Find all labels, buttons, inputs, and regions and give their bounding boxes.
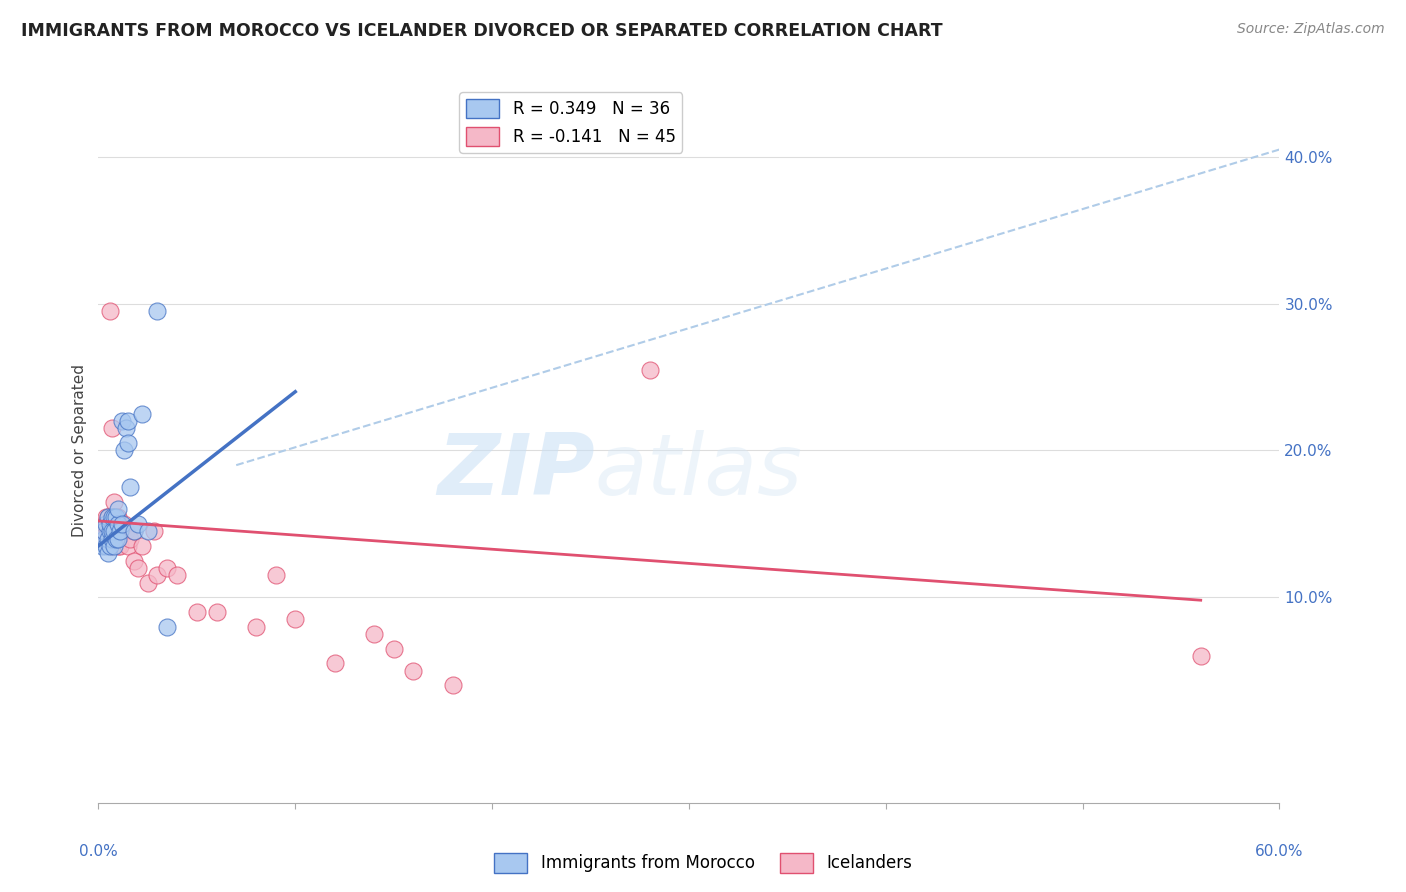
Text: 0.0%: 0.0% — [79, 844, 118, 859]
Point — [127, 561, 149, 575]
Point — [93, 516, 115, 531]
Point — [142, 524, 165, 539]
Point — [1189, 648, 1212, 663]
Point — [122, 524, 145, 539]
Point — [103, 524, 125, 539]
Point — [108, 539, 131, 553]
Point — [97, 524, 120, 539]
Text: 60.0%: 60.0% — [1256, 844, 1303, 859]
Point — [98, 516, 121, 531]
Point — [103, 495, 125, 509]
Point — [107, 502, 129, 516]
Point — [136, 524, 159, 539]
Point — [117, 539, 139, 553]
Point — [96, 516, 118, 531]
Point — [101, 509, 124, 524]
Point — [101, 539, 124, 553]
Point — [107, 509, 129, 524]
Point — [112, 443, 135, 458]
Point — [91, 532, 114, 546]
Point — [131, 539, 153, 553]
Point — [93, 524, 115, 539]
Point — [118, 480, 141, 494]
Point — [112, 516, 135, 531]
Point — [186, 605, 208, 619]
Point — [105, 524, 128, 539]
Point — [136, 575, 159, 590]
Point — [97, 509, 120, 524]
Point — [111, 516, 134, 531]
Point — [105, 532, 128, 546]
Point — [101, 421, 124, 435]
Point — [103, 509, 125, 524]
Text: atlas: atlas — [595, 430, 803, 513]
Point — [97, 509, 120, 524]
Point — [115, 421, 138, 435]
Point — [205, 605, 228, 619]
Point — [117, 436, 139, 450]
Point — [156, 619, 179, 633]
Point — [638, 362, 661, 376]
Point — [98, 532, 121, 546]
Point — [107, 524, 129, 539]
Point — [122, 524, 145, 539]
Point — [127, 516, 149, 531]
Point — [245, 619, 267, 633]
Point — [131, 407, 153, 421]
Point — [146, 568, 169, 582]
Point — [402, 664, 425, 678]
Point — [103, 539, 125, 553]
Legend: R = 0.349   N = 36, R = -0.141   N = 45: R = 0.349 N = 36, R = -0.141 N = 45 — [460, 93, 682, 153]
Point — [107, 516, 129, 531]
Point — [107, 532, 129, 546]
Point — [115, 524, 138, 539]
Point — [284, 612, 307, 626]
Point — [93, 532, 115, 546]
Point — [323, 657, 346, 671]
Point — [93, 524, 115, 539]
Point — [118, 532, 141, 546]
Legend: Immigrants from Morocco, Icelanders: Immigrants from Morocco, Icelanders — [488, 847, 918, 880]
Point — [156, 561, 179, 575]
Point — [107, 539, 129, 553]
Point — [98, 539, 121, 553]
Point — [101, 524, 124, 539]
Point — [98, 304, 121, 318]
Text: Source: ZipAtlas.com: Source: ZipAtlas.com — [1237, 22, 1385, 37]
Point — [363, 627, 385, 641]
Point — [264, 568, 287, 582]
Point — [91, 539, 114, 553]
Point — [98, 524, 121, 539]
Point — [101, 532, 124, 546]
Y-axis label: Divorced or Separated: Divorced or Separated — [72, 364, 87, 537]
Point — [96, 509, 118, 524]
Point — [122, 553, 145, 567]
Point — [96, 532, 118, 546]
Point — [105, 509, 128, 524]
Point — [97, 546, 120, 560]
Point — [101, 509, 124, 524]
Point — [111, 524, 134, 539]
Point — [117, 414, 139, 428]
Point — [103, 524, 125, 539]
Point — [111, 414, 134, 428]
Text: IMMIGRANTS FROM MOROCCO VS ICELANDER DIVORCED OR SEPARATED CORRELATION CHART: IMMIGRANTS FROM MOROCCO VS ICELANDER DIV… — [21, 22, 942, 40]
Point — [97, 532, 120, 546]
Point — [108, 524, 131, 539]
Text: ZIP: ZIP — [437, 430, 595, 513]
Point — [441, 678, 464, 692]
Point — [96, 539, 118, 553]
Point — [382, 641, 405, 656]
Point — [166, 568, 188, 582]
Point — [146, 304, 169, 318]
